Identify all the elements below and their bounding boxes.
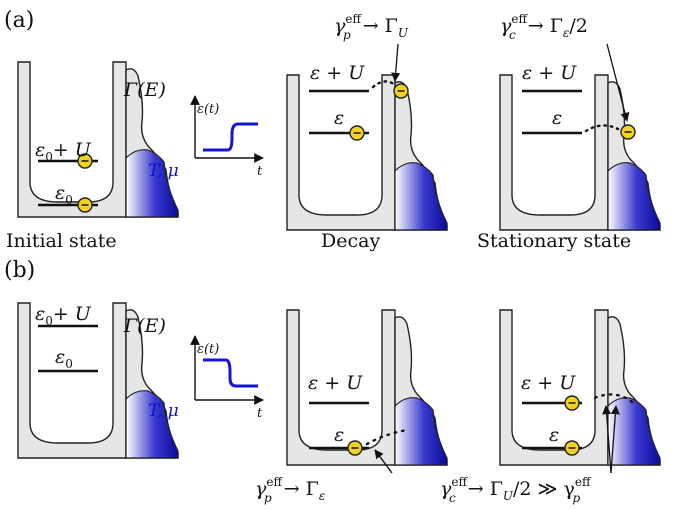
- pulse-eps-t-b: ε(t): [197, 342, 219, 357]
- b-decay-well: [286, 309, 448, 466]
- electron-eps: [564, 440, 580, 456]
- a-initial-well: [17, 61, 179, 218]
- arrow-b-stationary: [602, 405, 612, 474]
- a-stationary-well: [499, 74, 661, 231]
- panel-a: (a) ε0+ U ε0 Γ(E) T, μ Initial state ε(t…: [4, 8, 661, 252]
- label-eps-plus-u-b-stat: ε + U: [521, 372, 576, 394]
- annotation-a-decay: γeff p → ΓU: [334, 12, 409, 42]
- arrow-b-stationary-2: [610, 405, 620, 474]
- b-initial-well: [17, 302, 179, 459]
- caption-initial: Initial state: [6, 230, 117, 252]
- b-stationary-well: [499, 309, 661, 466]
- label-eps-plus-u-a-stat: ε + U: [522, 62, 577, 84]
- electron-lower: [349, 125, 365, 141]
- electron-eps: [347, 440, 363, 456]
- electron-lead: [620, 124, 636, 140]
- caption-decay: Decay: [321, 230, 380, 252]
- electron-lower: [77, 197, 93, 213]
- annotation-a-stationary: γeff c → Γε/2: [500, 12, 588, 42]
- label-eps-b-stat: ε: [549, 424, 559, 446]
- a-pulse-inset: ε(t) t: [190, 95, 264, 179]
- caption-stationary: Stationary state: [477, 230, 631, 252]
- label-eps0-a: ε0: [55, 182, 73, 207]
- arrow-a-decay: [391, 43, 401, 82]
- label-eps0-b: ε0: [55, 346, 73, 371]
- electron-eps-plus-u: [564, 395, 580, 411]
- label-eps0-plus-u-a: ε0+ U: [35, 139, 92, 164]
- b-pulse-inset: ε(t) t: [190, 335, 264, 421]
- panel-b: (b) ε0+ U ε0 Γ(E) T, μ ε(t) t ε + U ε: [4, 258, 661, 505]
- label-t-mu-b: T, μ: [148, 401, 179, 421]
- label-gamma-e-a: Γ(E): [123, 79, 166, 101]
- label-eps0-plus-u-b: ε0+ U: [35, 303, 92, 328]
- label-gamma-e-b: Γ(E): [123, 315, 166, 337]
- panel-label-a: (a): [4, 8, 34, 33]
- label-eps-a-decay: ε: [334, 107, 344, 129]
- annotation-b-stationary: γeff c → ΓU/2 ≫ γeff p: [440, 475, 592, 505]
- arrow-b-decay: [374, 449, 393, 474]
- a-decay-well: [286, 74, 448, 231]
- label-eps-plus-u-a-decay: ε + U: [310, 62, 365, 84]
- annotation-b-decay: γeff p → Γε: [255, 475, 325, 505]
- electron-escaping: [393, 83, 409, 99]
- pulse-eps-t-a: ε(t): [197, 102, 219, 117]
- panel-label-b: (b): [4, 258, 35, 283]
- label-eps-b-decay: ε: [334, 424, 344, 446]
- label-eps-a-stat: ε: [552, 107, 562, 129]
- label-eps-plus-u-b-decay: ε + U: [308, 372, 363, 394]
- pulse-t-b: t: [257, 406, 263, 421]
- arrow-a-stationary: [606, 43, 630, 122]
- label-t-mu-a: T, μ: [148, 161, 179, 181]
- pulse-t-a: t: [257, 164, 263, 179]
